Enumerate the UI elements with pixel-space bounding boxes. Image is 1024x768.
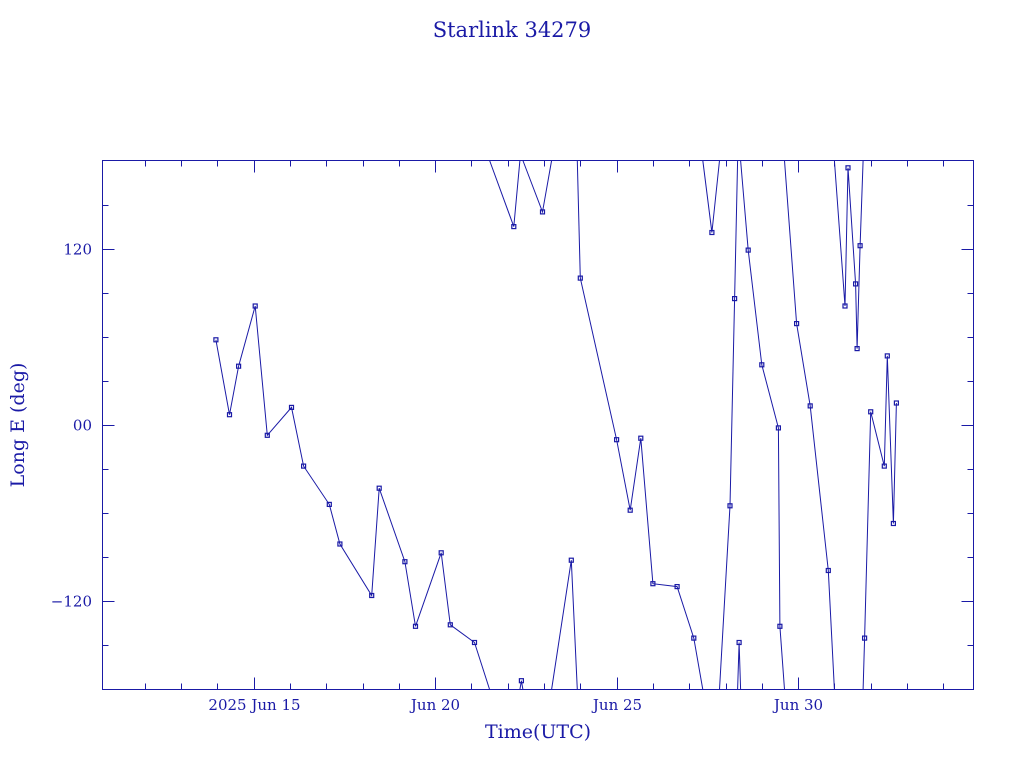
data-point-marker: [893, 400, 900, 406]
data-point-marker: [577, 275, 583, 281]
data-point-marker: [447, 622, 453, 628]
data-point-marker: [745, 247, 751, 253]
data-point-marker: [650, 581, 656, 587]
series-line: [215, 160, 897, 690]
data-point-marker: [775, 425, 782, 431]
data-point-marker: [613, 437, 620, 443]
data-point-marker: [337, 541, 343, 547]
x-tick-label: Jun 25: [591, 696, 642, 714]
data-point-marker: [727, 503, 733, 509]
data-point-marker: [369, 592, 375, 599]
y-tick-label: −120: [51, 593, 92, 611]
data-point-marker: [807, 403, 813, 409]
data-point-marker: [288, 404, 295, 410]
x-tick-label: Jun 20: [409, 696, 460, 714]
data-point-marker: [539, 209, 546, 215]
data-point-marker: [511, 224, 517, 230]
data-point-marker: [845, 165, 851, 171]
data-point-marker: [264, 432, 270, 438]
data-point-marker: [236, 363, 242, 369]
data-point-marker: [868, 409, 874, 415]
data-point-marker: [861, 635, 868, 641]
data-point-marker: [890, 520, 897, 527]
series-group: [213, 160, 900, 690]
plot-frame: [102, 160, 974, 690]
data-point-marker: [731, 296, 738, 302]
data-point-marker: [376, 485, 382, 491]
y-tick-label: 120: [63, 241, 92, 259]
data-point-marker: [568, 557, 574, 563]
data-point-marker: [674, 583, 680, 590]
data-point-marker: [881, 463, 887, 469]
data-point-marker: [854, 346, 860, 352]
data-point-marker: [213, 337, 219, 343]
data-point-marker: [793, 321, 800, 327]
data-point-marker: [777, 623, 783, 629]
x-tick-label: 2025 Jun 15: [208, 696, 300, 714]
data-point-marker: [627, 507, 633, 513]
data-point-marker: [301, 463, 307, 469]
data-point-marker: [884, 353, 890, 359]
data-point-marker: [736, 639, 742, 646]
y-axis-label: Long E (deg): [7, 363, 29, 488]
data-point-marker: [638, 435, 644, 441]
data-point-marker: [438, 550, 444, 556]
data-point-marker: [825, 567, 831, 574]
data-point-marker: [226, 412, 233, 418]
data-point-marker: [326, 501, 332, 507]
data-point-marker: [412, 623, 419, 629]
data-point-marker: [857, 243, 863, 249]
axis-ticks: [102, 160, 974, 690]
data-point-marker: [709, 229, 715, 236]
x-tick-label: Jun 30: [772, 696, 823, 714]
data-point-marker: [518, 678, 525, 684]
data-point-marker: [691, 635, 697, 641]
data-point-marker: [471, 639, 478, 646]
data-point-marker: [852, 281, 859, 287]
axis-tick-labels: 2025 Jun 15 Jun 20 Jun 25 Jun 30 120 00 −120: [51, 241, 823, 715]
x-axis-label: Time(UTC): [485, 721, 591, 743]
y-tick-label: 00: [73, 417, 92, 435]
data-point-marker: [252, 303, 258, 309]
data-point-marker: [402, 559, 408, 565]
chart-title: Starlink 34279: [433, 18, 592, 42]
data-point-marker: [842, 303, 848, 309]
data-point-marker: [759, 362, 765, 368]
